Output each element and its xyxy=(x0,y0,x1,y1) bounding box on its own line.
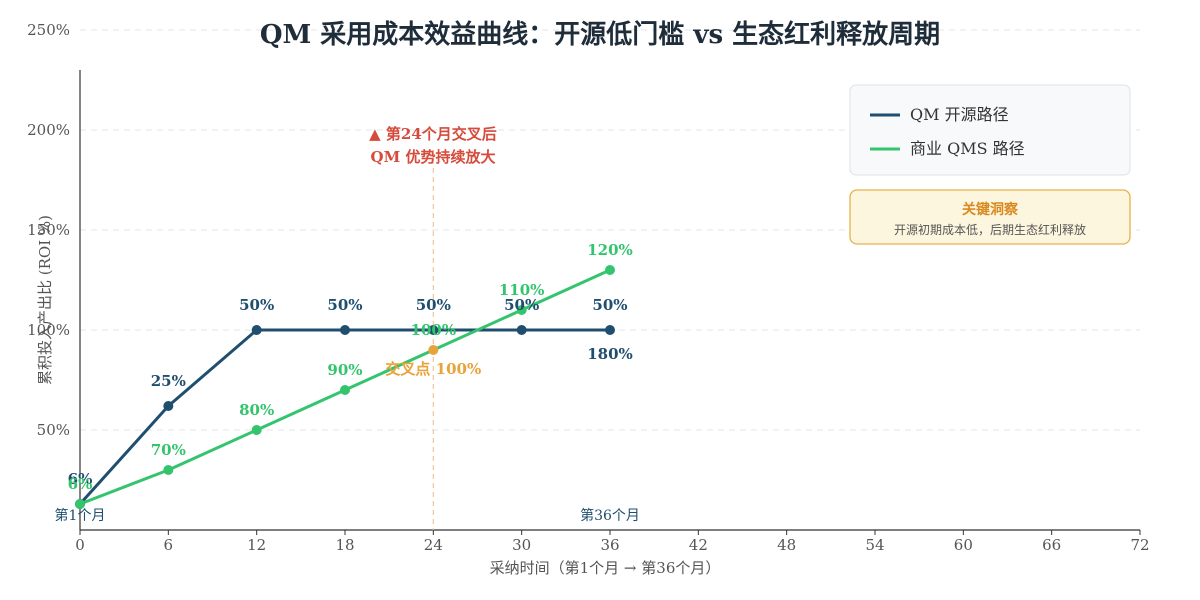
x-tick-label: 0 xyxy=(75,536,85,554)
x-tick-label: 66 xyxy=(1042,536,1061,554)
insight-title: 关键洞察 xyxy=(962,201,1019,218)
data-label: 6% xyxy=(68,470,93,488)
data-label: 70% xyxy=(151,441,186,459)
data-point xyxy=(516,325,527,335)
x-tick-label: 72 xyxy=(1130,536,1149,554)
data-point xyxy=(340,385,350,395)
start-month-label: 第1个月 xyxy=(55,507,106,524)
x-tick-label: 30 xyxy=(512,536,531,554)
data-label: 50% xyxy=(592,296,627,314)
data-point xyxy=(428,345,439,355)
data-label: 25% xyxy=(151,372,186,390)
x-tick-label: 24 xyxy=(424,536,443,554)
x-tick-label: 36 xyxy=(600,536,619,554)
data-point xyxy=(516,305,527,315)
data-point xyxy=(75,499,85,509)
data-point xyxy=(428,325,439,335)
crossover-label: 交叉点 100% xyxy=(385,360,481,378)
end-value-label: 180% xyxy=(587,345,633,363)
x-tick-label: 60 xyxy=(954,536,973,554)
x-axis-label: 采纳时间（第1个月 → 第36个月） xyxy=(490,559,721,577)
data-label: 50% xyxy=(239,296,274,314)
data-point xyxy=(251,425,262,435)
data-label: 50% xyxy=(416,296,451,314)
x-tick-label: 48 xyxy=(777,536,796,554)
legend: QM 开源路径 商业 QMS 路径 xyxy=(849,84,1131,176)
chart-title: QM 采用成本效益曲线：开源低门槛 vs 生态红利释放周期 xyxy=(260,19,940,50)
y-axis-label: 累积投入产出比 (ROI %) xyxy=(36,215,54,385)
x-tick-label: 18 xyxy=(335,536,354,554)
x-tick-label: 12 xyxy=(247,536,266,554)
data-label: 120% xyxy=(587,241,633,259)
data-label: 100% xyxy=(411,321,457,339)
insight-text: 开源初期成本低，后期生态红利释放 xyxy=(894,222,1086,237)
y-tick-label: 100% xyxy=(27,321,70,339)
top-note-line1: ▲ 第24个月交叉后 xyxy=(369,125,497,143)
data-label: 90% xyxy=(327,361,362,379)
insight-box: 关键洞察 开源初期成本低，后期生态红利释放 xyxy=(849,189,1131,245)
top-note-line2: QM 优势持续放大 xyxy=(371,148,496,166)
data-label: 50% xyxy=(327,296,362,314)
y-tick-label: 50% xyxy=(37,421,70,439)
x-tick-label: 54 xyxy=(865,536,884,554)
data-point xyxy=(251,325,262,335)
x-tick-label: 6 xyxy=(164,536,174,554)
y-tick-label: 250% xyxy=(27,21,70,39)
y-tick-labels: 50% 100% 150% 200% 250% xyxy=(27,21,70,439)
insight-box-frame xyxy=(849,189,1131,245)
y-tick-label: 150% xyxy=(27,221,70,239)
legend-label-qm: QM 开源路径 xyxy=(910,105,1009,124)
series-line-0 xyxy=(78,328,610,506)
data-label: 6% xyxy=(68,475,93,493)
data-label: 50% xyxy=(504,296,539,314)
data-point xyxy=(163,401,174,411)
legend-box xyxy=(849,84,1131,176)
data-point xyxy=(340,325,350,335)
data-point xyxy=(605,265,615,275)
x-tick-label: 42 xyxy=(689,536,708,554)
data-label: 110% xyxy=(499,281,545,299)
y-tick-label: 200% xyxy=(27,121,70,139)
legend-label-qms: 商业 QMS 路径 xyxy=(910,139,1025,158)
data-point xyxy=(163,465,174,475)
data-point xyxy=(605,325,615,335)
data-labels: 6% 25% 50% 50% 50% 50% 50% 6% 70% 80% 90% 100% 110% 1… xyxy=(68,241,633,493)
data-points xyxy=(75,265,615,509)
data-label: 80% xyxy=(239,401,274,419)
end-month-label: 第36个月 xyxy=(580,507,640,524)
x-tick-labels: 0 6 12 18 24 30 36 42 48 54 60 66 72 xyxy=(75,530,1150,554)
